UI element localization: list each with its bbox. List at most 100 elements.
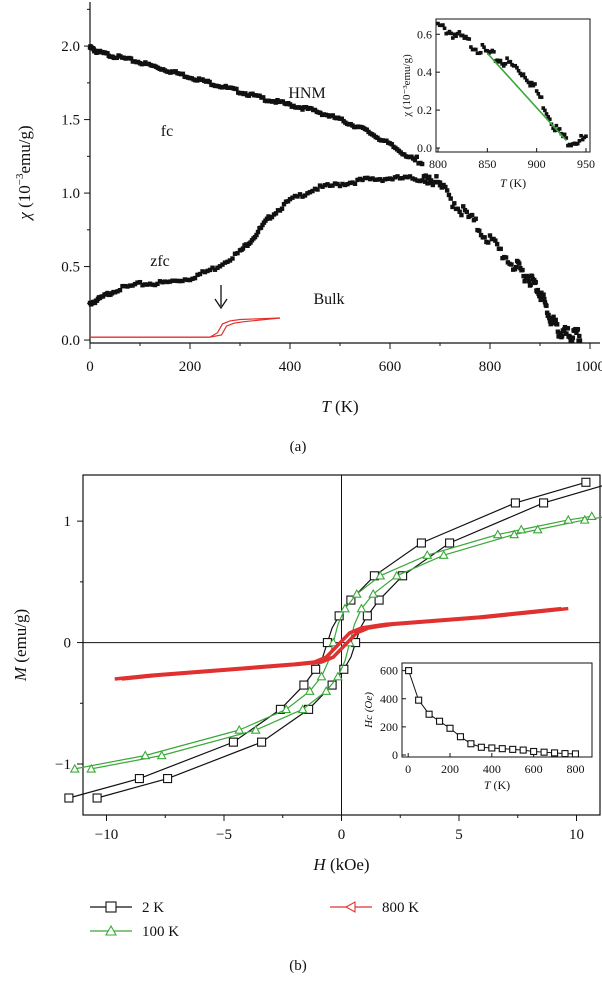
fc-data-point [448, 196, 453, 201]
fc-data-point [482, 235, 487, 240]
zfc-data-point [350, 180, 355, 185]
b-x-tick-label: −5 [216, 827, 232, 843]
inset-a-y-tick-label: 0.6 [417, 27, 432, 41]
zfc-data-point [437, 180, 443, 185]
b-x-tick-label: −10 [95, 827, 118, 843]
series-1-marker [234, 724, 245, 734]
zfc-data-point [205, 268, 210, 274]
zfc-data-point [380, 178, 385, 184]
zfc-data-point [240, 246, 246, 251]
fc-data-point [457, 209, 462, 214]
inset-a-data-point [552, 128, 557, 133]
series-0-marker [416, 538, 426, 548]
fc-data-point [528, 282, 533, 287]
inset-b-marker [425, 710, 433, 718]
zfc-data-point [269, 214, 275, 220]
zfc-data-point [430, 179, 435, 185]
series-1-marker [492, 529, 503, 539]
zfc-data-point [367, 176, 373, 182]
zfc-data-point [332, 181, 338, 186]
zfc-data-point [212, 267, 218, 272]
fc-data-point [544, 303, 549, 309]
fc-data-point [459, 212, 464, 218]
zfc-data-point [230, 256, 235, 261]
zfc-data-point [357, 176, 363, 182]
series-1-marker [304, 686, 315, 695]
inset-b-x-tick-label: 0 [405, 762, 411, 776]
inset-a-data-point [518, 71, 523, 76]
panel-b-caption: (b) [289, 958, 307, 974]
fc-data-point [461, 204, 466, 209]
series-1-marker [250, 724, 261, 734]
series-1-marker [509, 529, 520, 539]
zfc-data-point [395, 174, 400, 179]
zfc-data-point [130, 283, 135, 288]
zfc-data-point [197, 271, 203, 277]
series-1-marker [516, 524, 527, 534]
fc-data-point [439, 185, 444, 190]
fc-data-point [412, 158, 418, 163]
zfc-data-point [258, 225, 264, 230]
inset-a-data-point [544, 112, 549, 116]
inset-b-marker [405, 667, 413, 675]
zfc-data-point [325, 182, 330, 187]
series-1-marker [333, 671, 343, 681]
y-tick-label: 2.0 [61, 39, 80, 55]
zfc-data-point [397, 176, 403, 181]
fc-data-point [503, 255, 509, 260]
inset-a-data-point [515, 65, 519, 70]
zfc-data-point [392, 175, 398, 180]
fc-data-point [477, 228, 482, 233]
fc-data-point [105, 51, 110, 56]
fc-data-point [551, 314, 556, 319]
inset-a-data-point [455, 31, 460, 36]
series-1-marker [563, 514, 574, 524]
inset-a-y-tick-label: 0.0 [417, 141, 432, 155]
inset-a-data-point [575, 141, 580, 146]
inset-a-data-point [557, 127, 562, 131]
fc-data-point [536, 291, 541, 297]
zfc-data-point [135, 280, 140, 285]
zfc-data-point [260, 222, 265, 228]
zfc-data-point [255, 229, 261, 235]
fc-data-point [427, 174, 432, 180]
zfc-data-point [160, 280, 165, 285]
fc-data-point [548, 321, 553, 327]
series-1-marker [579, 514, 590, 524]
inset-a-data-point [441, 23, 445, 27]
zfc-data-point [407, 174, 413, 179]
fc-data-point [261, 95, 266, 100]
zfc-data-point [305, 191, 310, 196]
zfc-data-point [155, 281, 160, 287]
fc-data-point [300, 107, 305, 112]
inset-b-marker [498, 745, 506, 753]
inset-b-marker [446, 724, 454, 732]
zfc-data-point [335, 181, 340, 187]
zfc-data-point [115, 289, 120, 294]
inset-a-data-point [452, 32, 457, 37]
zfc-data-point [187, 277, 193, 283]
inset-a-data-point [546, 115, 550, 119]
b-x-tick-label: 0 [338, 827, 346, 843]
fc-data-point [517, 261, 522, 266]
zfc-data-point [432, 179, 438, 185]
zfc-data-point [210, 265, 215, 270]
series-1-marker [321, 686, 332, 695]
fc-data-point [273, 100, 278, 105]
zfc-data-point [207, 267, 213, 273]
zfc-data-point [147, 281, 153, 286]
inset-b-marker [415, 696, 423, 704]
inset-a-x-tick-label: 800 [429, 157, 447, 171]
inset-a-data-point [533, 82, 537, 86]
fc-data-point [544, 310, 550, 315]
b-x-axis-label: H (kOe) [312, 855, 369, 874]
inset-b-marker [509, 745, 517, 753]
b-y-axis-label: M (emu/g) [11, 609, 30, 682]
inset-a-y-label: χ (10⁻³emu/g) [401, 54, 413, 118]
inset-a-data-point [554, 123, 559, 128]
zfc-data-point [402, 174, 408, 180]
fc-data-point [444, 188, 450, 193]
zfc-data-point [215, 265, 220, 270]
fc-data-point [535, 287, 541, 293]
